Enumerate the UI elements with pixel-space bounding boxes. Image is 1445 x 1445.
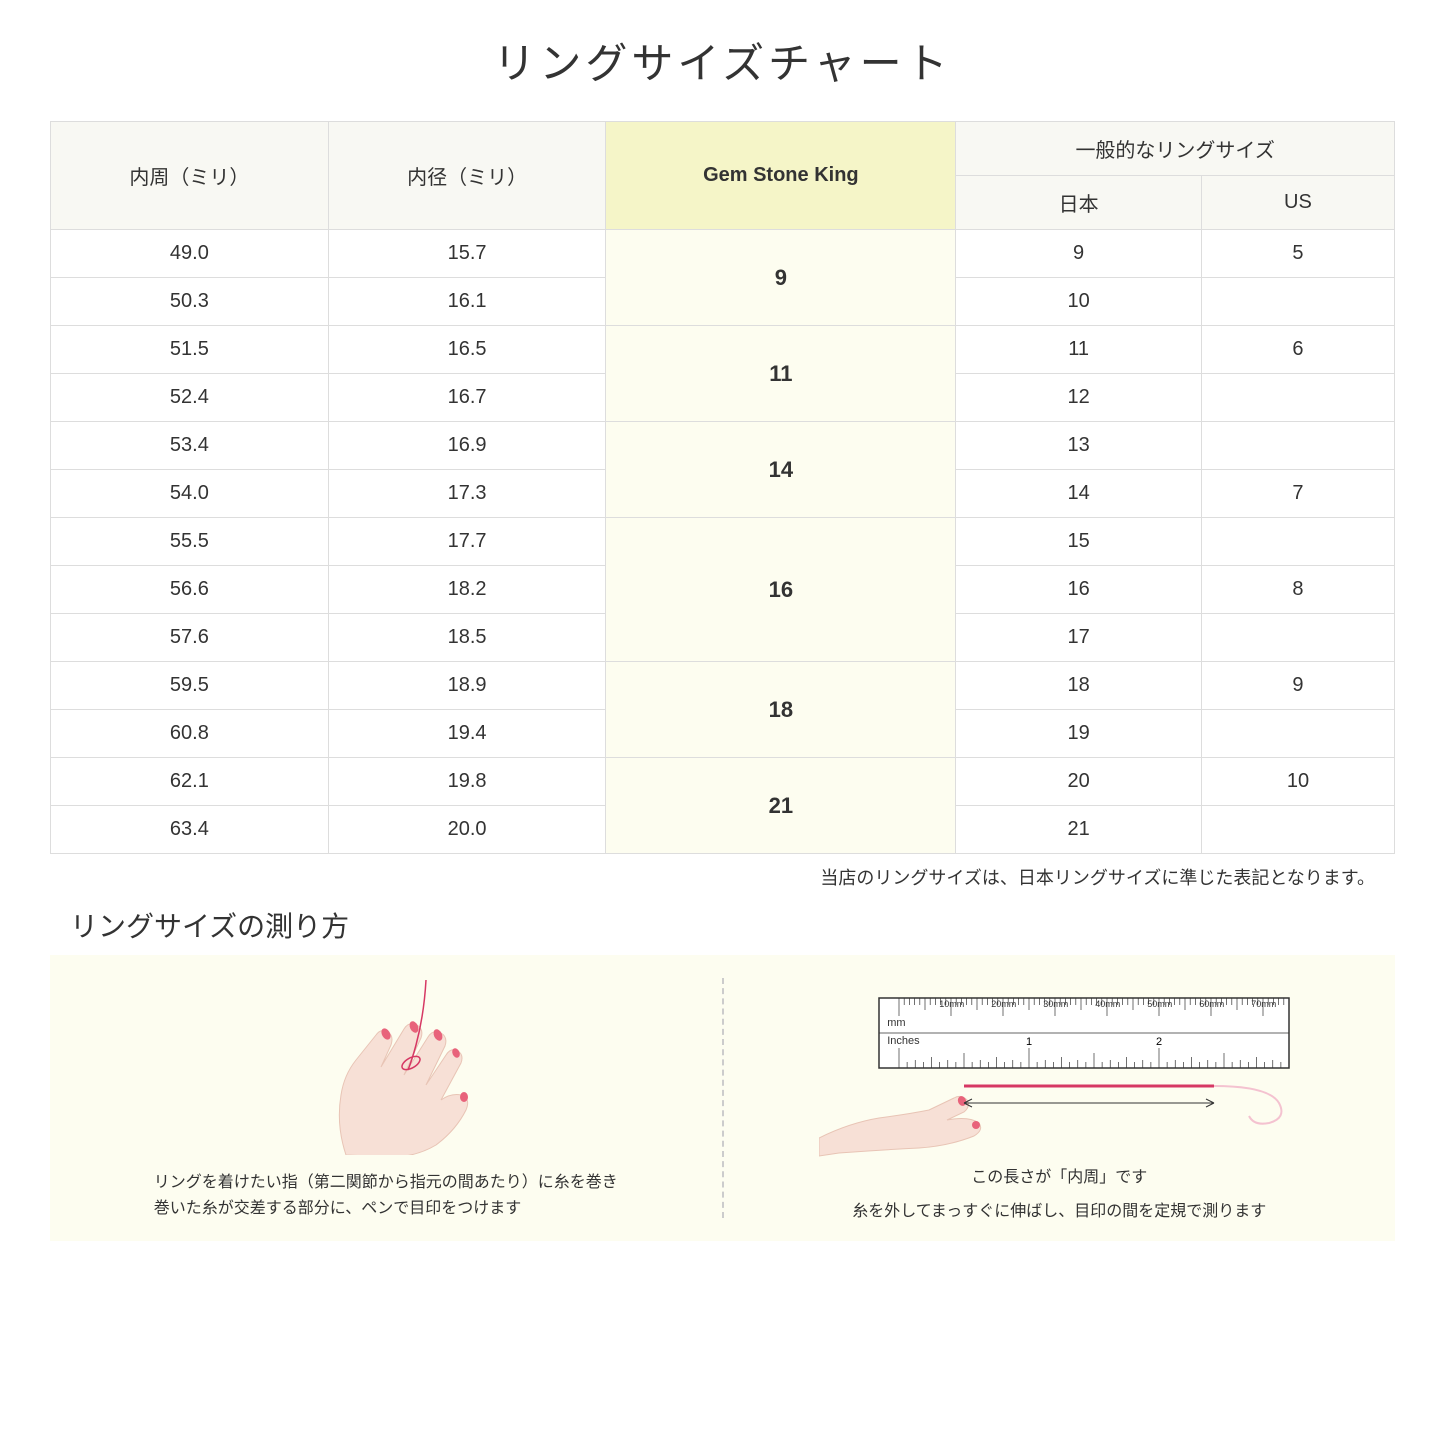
instruction-left-line1: リングを着けたい指（第二関節から指元の間あたり）に糸を巻き [154,1170,618,1196]
instruction-left: リングを着けたい指（第二関節から指元の間あたり）に糸を巻き 巻いた糸が交差する部… [70,975,702,1221]
cell-us [1201,806,1394,854]
cell-diameter: 19.4 [328,710,606,758]
cell-japan: 19 [956,710,1202,758]
cell-diameter: 16.9 [328,422,606,470]
cell-circumference: 57.6 [51,614,329,662]
cell-diameter: 15.7 [328,230,606,278]
cell-circumference: 63.4 [51,806,329,854]
cell-circumference: 62.1 [51,758,329,806]
cell-us: 8 [1201,566,1394,614]
cell-diameter: 17.3 [328,470,606,518]
cell-diameter: 18.2 [328,566,606,614]
cell-japan: 14 [956,470,1202,518]
cell-circumference: 54.0 [51,470,329,518]
cell-circumference: 56.6 [51,566,329,614]
cell-us [1201,518,1394,566]
ruler-mm-mark: 50mm [1147,999,1172,1009]
cell-us [1201,710,1394,758]
cell-japan: 21 [956,806,1202,854]
cell-japan: 15 [956,518,1202,566]
cell-circumference: 60.8 [51,710,329,758]
cell-japan: 17 [956,614,1202,662]
cell-diameter: 18.5 [328,614,606,662]
cell-us [1201,278,1394,326]
measure-title: リングサイズの測り方 [70,905,1395,945]
cell-circumference: 50.3 [51,278,329,326]
cell-diameter: 17.7 [328,518,606,566]
cell-circumference: 59.5 [51,662,329,710]
table-row: 53.416.91413 [51,422,1395,470]
th-general: 一般的なリングサイズ [956,122,1395,176]
cell-japan: 11 [956,326,1202,374]
cell-circumference: 51.5 [51,326,329,374]
cell-japan: 13 [956,422,1202,470]
cell-diameter: 16.1 [328,278,606,326]
ruler-mm-mark: 30mm [1043,999,1068,1009]
cell-us [1201,614,1394,662]
svg-text:2: 2 [1156,1036,1162,1048]
cell-us: 7 [1201,470,1394,518]
cell-diameter: 16.5 [328,326,606,374]
cell-diameter: 19.8 [328,758,606,806]
ruler-mm-mark: 40mm [1095,999,1120,1009]
cell-us: 6 [1201,326,1394,374]
ruler-mm-mark: 20mm [991,999,1016,1009]
ruler-icon: 1 2 10mm 20mm 30mm 40mm 50mm 60mm 70mm mm Inche… [819,993,1299,1078]
th-gsk: Gem Stone King [606,122,956,230]
cell-diameter: 16.7 [328,374,606,422]
cell-japan: 9 [956,230,1202,278]
cell-us: 10 [1201,758,1394,806]
cell-gsk: 18 [606,662,956,758]
ruler-mm-label: mm [887,1017,905,1029]
table-row: 55.517.71615 [51,518,1395,566]
ruler-mm-mark: 70mm [1251,999,1276,1009]
ruler-mm-mark: 60mm [1199,999,1224,1009]
note-text: 当店のリングサイズは、日本リングサイズに準じた表記となります。 [50,864,1395,890]
ruler-in-label: Inches [887,1035,919,1047]
cell-circumference: 55.5 [51,518,329,566]
table-row: 62.119.8212010 [51,758,1395,806]
cell-us [1201,374,1394,422]
ruler-mm-mark: 10mm [939,999,964,1009]
cell-japan: 16 [956,566,1202,614]
cell-us [1201,422,1394,470]
th-circumference: 内周（ミリ） [51,122,329,230]
cell-diameter: 18.9 [328,662,606,710]
page-title: リングサイズチャート [50,30,1395,91]
cell-diameter: 20.0 [328,806,606,854]
table-row: 51.516.511116 [51,326,1395,374]
cell-gsk: 11 [606,326,956,422]
hand-measure-icon [819,1068,1299,1158]
cell-gsk: 14 [606,422,956,518]
th-japan: 日本 [956,176,1202,230]
cell-us: 9 [1201,662,1394,710]
panel-divider [722,978,724,1218]
cell-us: 5 [1201,230,1394,278]
cell-japan: 10 [956,278,1202,326]
cell-gsk: 9 [606,230,956,326]
ring-size-table: 内周（ミリ） 内径（ミリ） Gem Stone King 一般的なリングサイズ … [50,121,1395,854]
th-diameter: 内径（ミリ） [328,122,606,230]
cell-circumference: 49.0 [51,230,329,278]
cell-circumference: 53.4 [51,422,329,470]
instruction-left-text: リングを着けたい指（第二関節から指元の間あたり）に糸を巻き 巻いた糸が交差する部… [154,1170,618,1221]
instruction-right-text: 糸を外してまっすぐに伸ばし、目印の間を定規で測ります [852,1197,1266,1221]
cell-japan: 20 [956,758,1202,806]
cell-circumference: 52.4 [51,374,329,422]
cell-japan: 18 [956,662,1202,710]
cell-gsk: 21 [606,758,956,854]
table-row: 59.518.918189 [51,662,1395,710]
svg-text:1: 1 [1026,1036,1032,1048]
arrow-label: この長さが「内周」です [971,1163,1147,1187]
cell-japan: 12 [956,374,1202,422]
instruction-left-line2: 巻いた糸が交差する部分に、ペンで目印をつけます [154,1196,618,1222]
cell-gsk: 16 [606,518,956,662]
table-row: 49.015.7995 [51,230,1395,278]
hand-thread-icon [236,975,536,1155]
instructions-panel: リングを着けたい指（第二関節から指元の間あたり）に糸を巻き 巻いた糸が交差する部… [50,955,1395,1241]
instruction-right: 1 2 10mm 20mm 30mm 40mm 50mm 60mm 70mm mm Inche… [744,975,1376,1221]
th-us: US [1201,176,1394,230]
